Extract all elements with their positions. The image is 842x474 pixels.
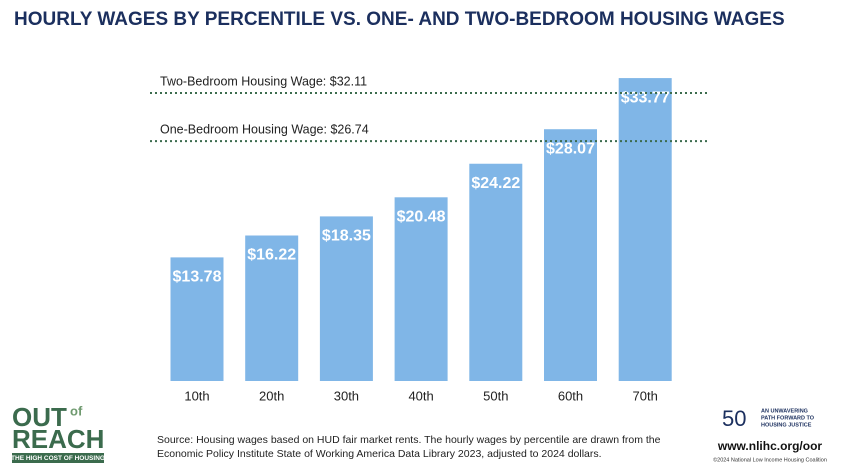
bar bbox=[319, 216, 373, 381]
badge-motto: PATH FORWARD TO bbox=[761, 415, 815, 421]
x-tick-label: 30th bbox=[334, 388, 359, 403]
bar bbox=[394, 197, 448, 381]
logo-text: of bbox=[70, 403, 83, 418]
value-label: $18.35 bbox=[322, 228, 371, 245]
x-tick-label: 60th bbox=[558, 388, 583, 403]
bar bbox=[469, 163, 523, 381]
x-tick-label: 40th bbox=[408, 388, 433, 403]
bar bbox=[618, 78, 672, 381]
badge-number: 50 bbox=[722, 406, 746, 431]
badge-url: www.nlihc.org/oor bbox=[717, 439, 823, 453]
bar bbox=[170, 257, 224, 381]
logo-text: OUT bbox=[12, 402, 67, 432]
badge-motto: AN UNWAVERING bbox=[761, 408, 808, 414]
value-label: $16.22 bbox=[247, 247, 296, 264]
x-tick-label: 10th bbox=[184, 388, 209, 403]
value-label: $28.07 bbox=[546, 140, 595, 157]
badge-motto: HOUSING JUSTICE bbox=[761, 422, 812, 428]
source-line: Source: Housing wages based on HUD fair … bbox=[157, 434, 661, 446]
bar bbox=[544, 129, 597, 381]
badge-copyright: ©2024 National Low Income Housing Coalit… bbox=[713, 456, 827, 463]
bar bbox=[245, 235, 299, 381]
x-tick-label: 20th bbox=[259, 388, 284, 403]
x-tick-label: 70th bbox=[633, 388, 658, 403]
source-line: Economic Policy Institute State of Worki… bbox=[157, 448, 602, 460]
value-label: $13.78 bbox=[173, 269, 222, 286]
reference-label: Two-Bedroom Housing Wage: $32.11 bbox=[160, 74, 367, 88]
logo-tagline: THE HIGH COST OF HOUSING bbox=[11, 455, 105, 462]
x-tick-label: 50th bbox=[483, 388, 508, 403]
chart-title: HOURLY WAGES BY PERCENTILE VS. ONE- AND … bbox=[14, 9, 785, 30]
logo-text: REACH bbox=[12, 424, 104, 454]
value-label: $24.22 bbox=[471, 175, 520, 192]
reference-label: One-Bedroom Housing Wage: $26.74 bbox=[160, 122, 369, 136]
value-label: $20.48 bbox=[397, 209, 446, 226]
value-label: $33.77 bbox=[621, 89, 670, 106]
logo-band bbox=[12, 453, 104, 463]
